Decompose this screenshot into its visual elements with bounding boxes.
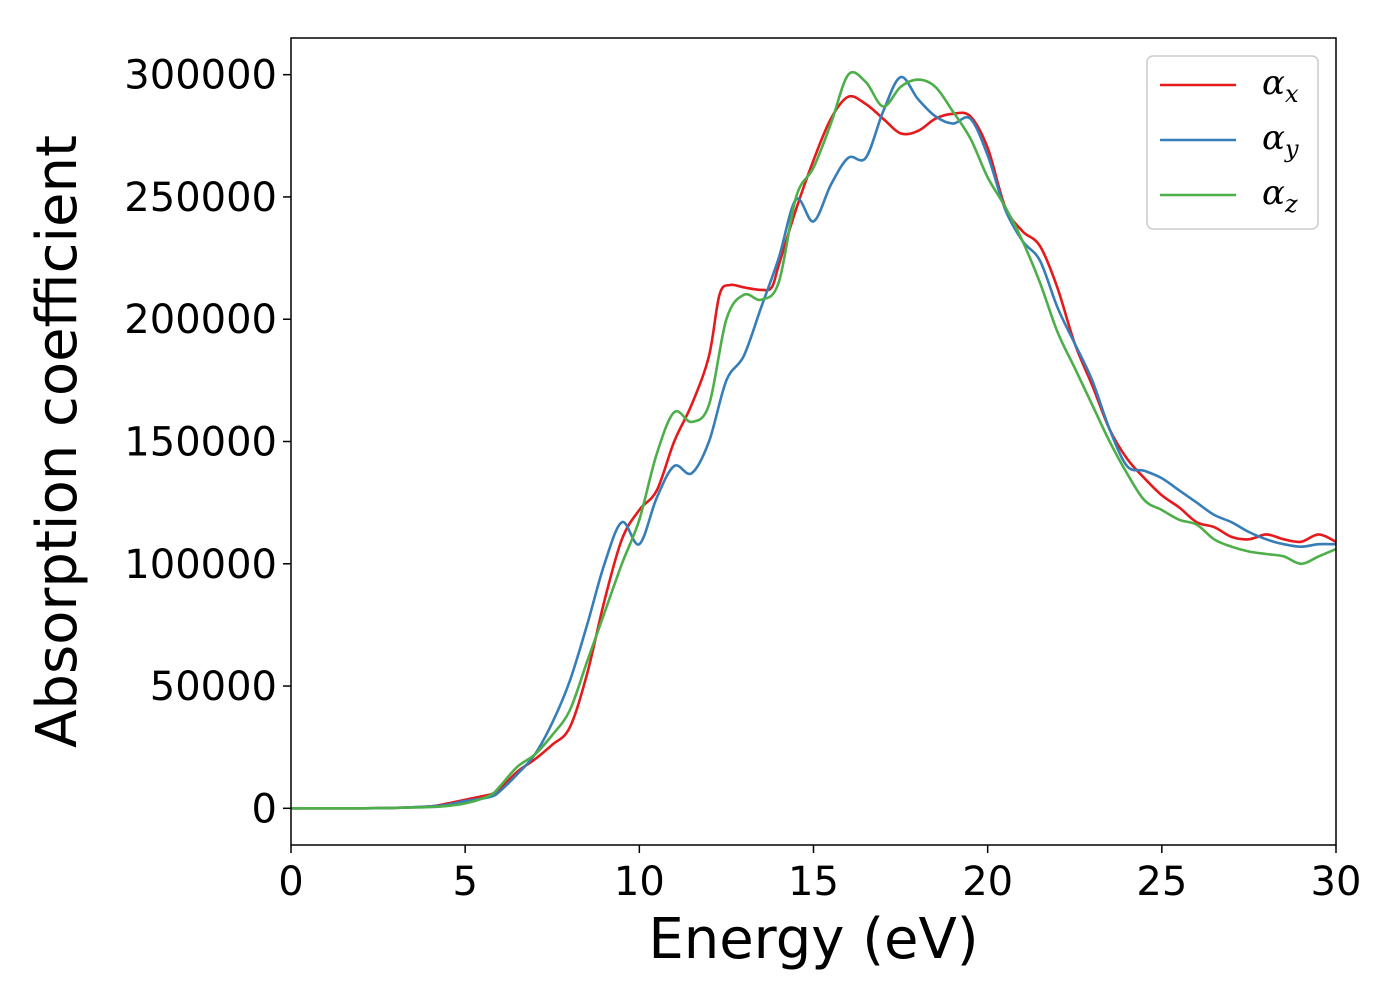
- series-line-z: [290, 70, 1337, 810]
- y-tick-label: 50000: [150, 664, 277, 710]
- legend-label-x: αx: [1262, 63, 1299, 108]
- y-tick-label: 150000: [124, 420, 277, 466]
- x-tick-label: 30: [1311, 859, 1362, 905]
- y-tick-label: 300000: [124, 53, 277, 99]
- legend-label-z: αz: [1262, 173, 1298, 218]
- x-tick-label: 0: [278, 859, 303, 905]
- x-tick-label: 15: [788, 859, 839, 905]
- y-tick-label: 200000: [124, 297, 277, 343]
- y-tick-label: 250000: [124, 175, 277, 221]
- x-tick-label: 25: [1136, 859, 1187, 905]
- x-axis-title: Energy (eV): [648, 907, 978, 972]
- x-tick-label: 20: [962, 859, 1013, 905]
- y-tick-label: 0: [252, 786, 277, 832]
- series-line-y: [290, 75, 1337, 810]
- legend: αx αy αz: [1146, 55, 1319, 230]
- x-tick-label: 5: [452, 859, 477, 905]
- legend-label-y: αy: [1262, 118, 1299, 163]
- y-axis-title: Absorption coefficient: [25, 135, 90, 748]
- y-tick-label: 100000: [124, 542, 277, 588]
- y-axis: 0 50000 100000 150000 200000 250000 300000: [124, 53, 291, 832]
- legend-box: [1146, 55, 1319, 230]
- x-tick-label: 10: [614, 859, 665, 905]
- series-layer: [290, 70, 1337, 810]
- x-axis: 0 5 10 15 20 25 30: [278, 845, 1361, 905]
